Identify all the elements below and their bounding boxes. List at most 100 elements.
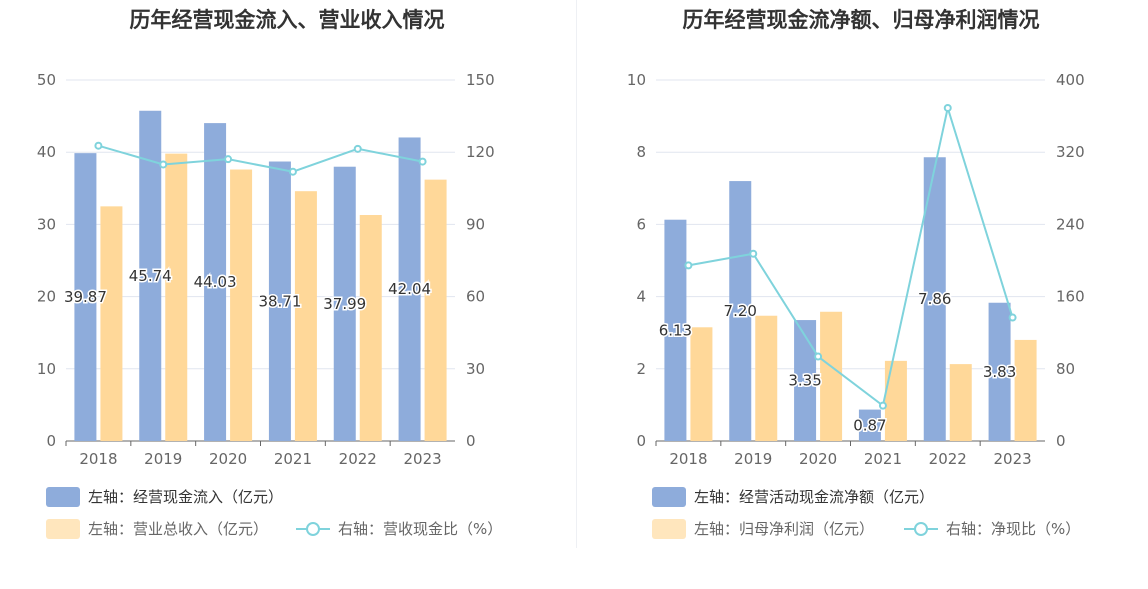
y-right-tick-label: 160: [1056, 288, 1085, 306]
y-left-tick-label: 30: [37, 215, 56, 233]
y-left-tick-label: 8: [636, 143, 646, 161]
chart-title: 历年经营现金流入、营业收入情况: [129, 8, 445, 32]
legend-label: 右轴：净现比（%）: [946, 520, 1081, 538]
line-point: [684, 261, 693, 270]
data-label: 45.74: [129, 267, 172, 285]
data-label: 44.03: [194, 273, 237, 291]
legend-item-line[interactable]: 右轴：净现比（%）: [904, 518, 1080, 539]
chart-panel-cash-inflow: 历年经营现金流入、营业收入情况 0 10 20 30 40 50 0 30 60 90 120 150…: [37, 8, 502, 539]
bar-2022-series2: [949, 364, 972, 441]
line-point: [418, 157, 427, 166]
data-label: 39.87: [64, 288, 107, 306]
bar-2019-series2: [755, 315, 778, 441]
legend-swatch-icon: [46, 486, 80, 507]
y-left-tick-label: 10: [627, 71, 646, 89]
legend-item-bar1[interactable]: 左轴：经营现金流入（亿元）: [46, 486, 283, 507]
data-label: 3.35: [788, 372, 821, 390]
legend-item-bar2[interactable]: 左轴：营业总收入（亿元）: [46, 518, 268, 539]
y-left-tick-label: 50: [37, 71, 56, 89]
data-label: 42.04: [388, 280, 431, 298]
legend-swatch-icon: [652, 486, 686, 507]
data-label: 7.20: [724, 302, 757, 320]
bar-2020-series1: [204, 123, 227, 442]
y-right-tick-label: 60: [466, 288, 485, 306]
data-label: 0.87: [853, 416, 886, 434]
x-tick-label: 2020: [209, 450, 247, 468]
y-left-tick-label: 0: [636, 432, 646, 450]
bar-2018-series2: [690, 327, 713, 441]
y-left-tick-label: 4: [636, 288, 646, 306]
chart-panel-net-cash-flow: 历年经营现金流净额、归母净利润情况 0 2 4 6 8 10 0 80 160 240 320 400…: [574, 0, 1148, 589]
legend-item-line[interactable]: 右轴：营收现金比（%）: [296, 518, 502, 539]
line-point: [749, 249, 758, 258]
line-point: [288, 167, 297, 176]
y-right-tick-label: 400: [1056, 71, 1085, 89]
y-right-tick-label: 320: [1056, 143, 1085, 161]
line-point: [878, 401, 887, 410]
data-label: 6.13: [659, 321, 692, 339]
x-tick-label: 2023: [993, 450, 1031, 468]
legend-item-bar2[interactable]: 左轴：归母净利润（亿元）: [652, 518, 874, 539]
x-tick-label: 2019: [734, 450, 772, 468]
data-label: 37.99: [323, 295, 366, 313]
panel-divider: [576, 0, 577, 548]
bar-2020-series1: [794, 320, 817, 441]
y-left-tick-label: 2: [636, 360, 646, 378]
y-left-tick-label: 6: [636, 215, 646, 233]
legend-swatch-icon: [652, 518, 686, 539]
line-point: [814, 352, 823, 361]
bar-2021-series1: [268, 161, 291, 441]
y-right-tick-label: 150: [466, 71, 495, 89]
legend-line-icon: [296, 519, 330, 539]
legend-label: 左轴：营业总收入（亿元）: [88, 520, 269, 538]
line-point: [1008, 313, 1017, 322]
chart-title: 历年经营现金流净额、归母净利润情况: [682, 8, 1040, 32]
data-label: 38.71: [258, 292, 301, 310]
bar-2021-series2: [294, 191, 317, 441]
legend-item-bar1[interactable]: 左轴：经营活动现金流净额（亿元）: [652, 486, 934, 507]
x-tick-label: 2020: [799, 450, 837, 468]
bar-2018-series2: [100, 206, 123, 441]
y-right-tick-label: 0: [1056, 432, 1066, 450]
y-right-tick-label: 30: [466, 360, 485, 378]
bar-2019-series2: [165, 153, 188, 442]
legend-label: 右轴：营收现金比（%）: [338, 520, 503, 538]
line-series: [98, 144, 423, 173]
y-right-tick-label: 80: [1056, 360, 1075, 378]
line-point: [159, 160, 168, 169]
chart-plot-area: 0 10 20 30 40 50 0 30 60 90 120 150 2018 2019 2020 2021…: [37, 71, 495, 468]
bar-2022-series2: [359, 215, 382, 441]
y-right-tick-label: 0: [466, 432, 476, 450]
bar-2023-series1: [398, 137, 421, 442]
bar-2021-series1: [858, 409, 881, 441]
data-label: 7.86: [918, 290, 951, 308]
x-tick-label: 2022: [339, 450, 377, 468]
x-tick-label: 2022: [929, 450, 967, 468]
y-left-tick-label: 40: [37, 143, 56, 161]
chart-plot-area: 0 2 4 6 8 10 0 80 160 240 320 400 2018 2019 2020 2021 20…: [627, 71, 1085, 468]
data-label: 3.83: [983, 363, 1016, 381]
bar-2022-series1: [923, 157, 946, 441]
bar-2018-series1: [74, 153, 97, 441]
x-tick-label: 2018: [669, 450, 707, 468]
y-left-tick-label: 20: [37, 288, 56, 306]
bar-2023-series2: [1014, 339, 1037, 441]
x-tick-label: 2018: [79, 450, 117, 468]
line-point: [224, 155, 233, 164]
legend-line-icon: [904, 519, 938, 539]
x-tick-label: 2019: [144, 450, 182, 468]
y-left-tick-label: 0: [46, 432, 56, 450]
x-tick-label: 2021: [864, 450, 902, 468]
bar-2023-series2: [424, 179, 447, 442]
y-right-tick-label: 240: [1056, 215, 1085, 233]
line-point: [353, 144, 362, 153]
line-point: [943, 103, 952, 112]
bar-2020-series2: [230, 169, 253, 441]
bar-2022-series1: [333, 166, 356, 441]
x-tick-label: 2021: [274, 450, 312, 468]
bar-2021-series2: [884, 360, 907, 441]
y-left-tick-label: 10: [37, 360, 56, 378]
line-point: [94, 141, 103, 150]
legend-label: 左轴：归母净利润（亿元）: [694, 520, 875, 538]
bar-2020-series2: [820, 311, 843, 441]
